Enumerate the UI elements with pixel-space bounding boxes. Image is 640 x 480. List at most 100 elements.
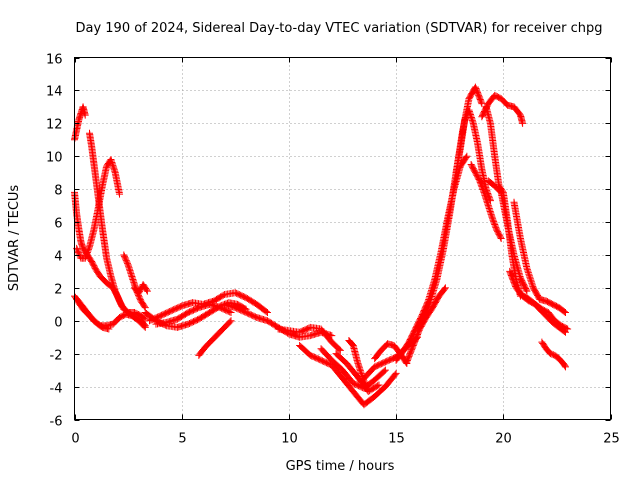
series-arc-h — [131, 281, 151, 297]
data-point-trace — [489, 216, 497, 224]
data-point — [392, 369, 400, 377]
x-tick-label: 20 — [495, 432, 512, 447]
data-point-trace — [140, 314, 148, 322]
data-point-trace — [477, 181, 485, 189]
y-tick-label: 10 — [46, 151, 63, 166]
y-tick-label: 6 — [54, 217, 62, 232]
data-point-trace — [82, 251, 90, 259]
series-arc-p — [317, 345, 389, 392]
y-tick-label: 0 — [54, 316, 62, 331]
data-point-trace — [140, 322, 148, 330]
series-arc-w — [414, 83, 486, 333]
series-arc-q — [332, 350, 383, 396]
data-point-trace — [561, 362, 569, 370]
axis-ticks — [74, 57, 612, 421]
data-point-trace — [440, 285, 448, 293]
x-tick-label: 5 — [178, 432, 186, 447]
data-point-trace — [479, 186, 487, 194]
x-tick-labels: 0 5 10 15 20 25 — [71, 432, 619, 447]
data-point-trace — [262, 308, 270, 316]
series-arc-n — [274, 323, 344, 354]
data-point-trace — [477, 180, 485, 188]
data-point-trace — [335, 345, 343, 353]
data-point-trace — [490, 218, 498, 226]
data-point — [143, 287, 151, 295]
x-tick-label: 25 — [603, 432, 620, 447]
data-point-trace — [490, 219, 498, 227]
data-point-trace — [491, 222, 499, 230]
data-point — [116, 190, 124, 198]
y-tick-label: 14 — [46, 85, 63, 100]
y-tick-label: 12 — [46, 118, 63, 133]
data-point-trace — [492, 223, 500, 231]
data-point-trace — [123, 259, 131, 267]
data-point-trace — [361, 380, 369, 388]
data-point — [227, 317, 235, 325]
data-point — [523, 287, 531, 295]
data-point — [81, 254, 89, 262]
data-point-trace — [496, 233, 504, 241]
data-point — [441, 284, 449, 292]
series-arc-l — [195, 317, 235, 359]
data-point — [141, 323, 149, 331]
data-point-trace — [478, 184, 486, 192]
data-point-trace — [85, 244, 93, 252]
data-points — [71, 83, 572, 409]
data-point — [328, 332, 336, 340]
data-point-trace — [82, 253, 90, 261]
data-point — [489, 215, 497, 223]
x-tick-label: 0 — [71, 432, 79, 447]
data-point — [478, 100, 486, 108]
data-point-trace — [491, 221, 499, 229]
y-tick-label: 4 — [54, 250, 62, 265]
series-arc-m — [221, 300, 336, 341]
data-point-trace — [380, 367, 388, 375]
data-point — [561, 363, 569, 371]
data-point — [81, 111, 89, 119]
y-tick-labels: -6 -4 -2 0 2 4 6 8 10 12 14 16 — [46, 53, 63, 430]
data-point — [263, 309, 271, 317]
series-arc-u — [403, 284, 449, 366]
series-arc-v — [392, 152, 471, 364]
data-point — [227, 309, 235, 317]
data-point-trace — [560, 308, 568, 316]
data-point-trace — [522, 286, 530, 294]
series-arc-o — [296, 341, 400, 409]
data-point-trace — [226, 308, 234, 316]
data-point-trace — [391, 371, 399, 379]
series-arc-ae — [516, 290, 569, 336]
data-point — [519, 119, 527, 127]
data-point-trace — [560, 327, 568, 335]
data-point — [336, 346, 344, 354]
data-point-trace — [476, 178, 484, 186]
series-arc-ac — [510, 198, 569, 317]
data-point — [476, 177, 484, 185]
data-point-trace — [84, 247, 92, 255]
data-point-trace — [477, 98, 485, 106]
y-tick-label: 8 — [54, 184, 62, 199]
data-point-trace — [140, 302, 148, 310]
y-tick-label: -2 — [50, 349, 63, 364]
series-arc-k — [152, 300, 235, 328]
plot-frame — [74, 57, 611, 420]
x-tick-label: 10 — [281, 432, 298, 447]
data-point — [141, 315, 149, 323]
x-tick-label: 15 — [388, 432, 405, 447]
data-point-trace — [374, 382, 382, 390]
series-arc-f — [73, 295, 113, 333]
data-point-trace — [226, 318, 234, 326]
series-arc-af — [538, 338, 569, 371]
data-point — [497, 235, 505, 242]
data-point-trace — [462, 153, 470, 161]
data-point — [381, 366, 389, 374]
chart-title: Day 190 of 2024, Sidereal Day-to-day VTE… — [75, 21, 602, 36]
series-arc-ab — [467, 160, 505, 242]
data-point — [561, 328, 569, 336]
data-point-trace — [479, 187, 487, 195]
y-tick-label: 2 — [54, 283, 62, 298]
data-point-trace — [478, 183, 486, 191]
data-point-trace — [426, 298, 434, 306]
data-point — [463, 152, 471, 160]
data-point-trace — [143, 286, 151, 294]
